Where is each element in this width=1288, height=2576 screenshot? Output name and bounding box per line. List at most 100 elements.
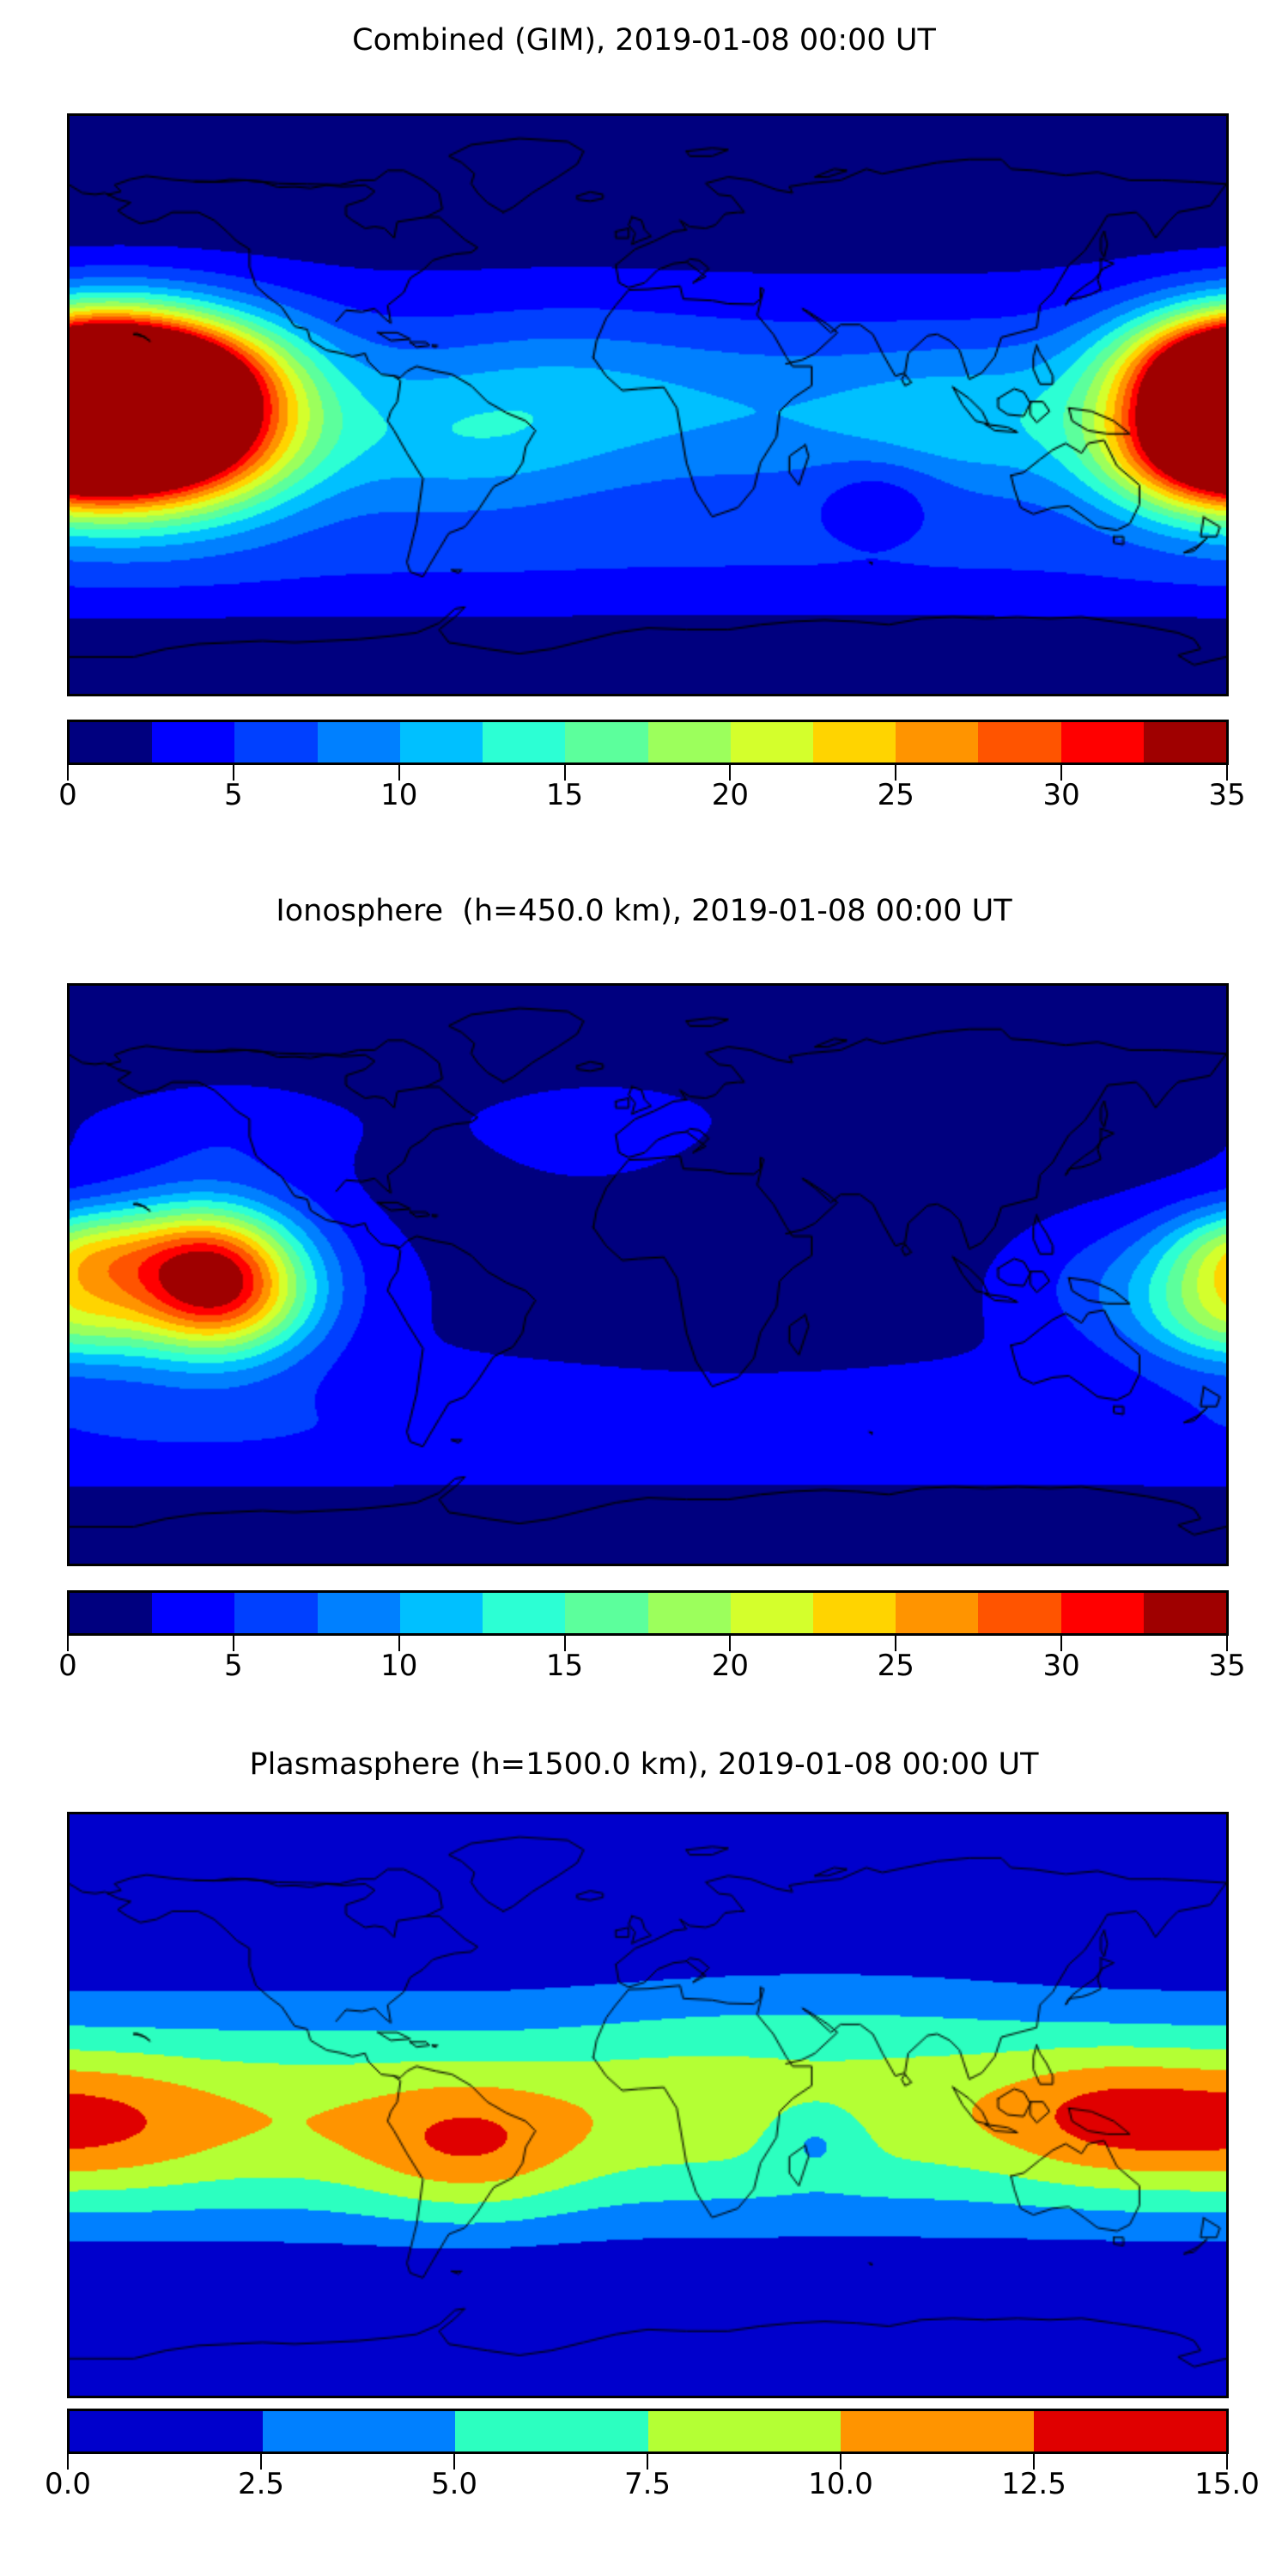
colorbar-tick-1 [260, 2454, 262, 2470]
colorbar-segment-6 [565, 1593, 648, 1633]
colorbar-tick-label-4: 20 [711, 1649, 750, 1683]
colorbar-tick-2 [398, 765, 400, 781]
colorbar-segment-13 [1143, 1593, 1227, 1633]
colorbar-gradient-combined-gim [67, 720, 1229, 765]
colorbar-tick-label-5: 12.5 [1001, 2467, 1066, 2501]
colorbar-segment-8 [730, 1593, 813, 1633]
colorbar-tick-6 [1060, 765, 1063, 781]
colorbar-segment-5 [483, 722, 566, 762]
colorbar-combined-gim: 0 5 10 15 20 25 30 35 [58, 720, 1246, 818]
colorbar-segment-1 [262, 2411, 455, 2451]
map-plasmasphere [67, 1812, 1229, 2398]
colorbar-segment-0 [70, 2411, 263, 2451]
colorbar-segment-3 [647, 2411, 841, 2451]
colorbar-tick-0 [67, 1636, 69, 1651]
colorbar-tick-label-4: 10.0 [808, 2467, 873, 2501]
colorbar-tick-1 [232, 1636, 234, 1651]
map-canvas-combined-gim [70, 116, 1226, 694]
colorbar-segment-9 [812, 1593, 896, 1633]
colorbar-tick-5 [895, 1636, 897, 1651]
colorbar-plasmasphere: 0.0 2.5 5.0 7.5 10.0 12.5 15.0 [45, 2409, 1260, 2507]
colorbar-labels-ionosphere: 0 5 10 15 20 25 30 35 [58, 1649, 1245, 1689]
colorbar-tick-3 [647, 2454, 648, 2470]
colorbar-tick-label-6: 30 [1042, 1649, 1080, 1683]
colorbar-segment-3 [317, 722, 400, 762]
colorbar-tick-4 [840, 2454, 841, 2470]
colorbar-tick-label-3: 7.5 [623, 2467, 671, 2501]
colorbar-tick-label-2: 10 [380, 778, 418, 812]
colorbar-tick-2 [453, 2454, 455, 2470]
colorbar-tick-label-6: 15.0 [1194, 2467, 1260, 2501]
panel-title-plasmasphere: Plasmasphere (h=1500.0 km), 2019-01-08 0… [249, 1747, 1039, 1782]
colorbar-tick-label-2: 10 [380, 1649, 418, 1683]
colorbar-segment-10 [896, 722, 979, 762]
colorbar-tick-label-0: 0 [58, 778, 77, 812]
colorbar-segment-5 [1033, 2411, 1226, 2451]
colorbar-tick-7 [1226, 765, 1228, 781]
colorbar-tick-4 [729, 765, 732, 781]
colorbar-segment-11 [978, 722, 1061, 762]
colorbar-tick-label-0: 0.0 [44, 2467, 92, 2501]
colorbar-segment-2 [234, 1593, 318, 1633]
colorbar-tick-label-7: 35 [1208, 778, 1246, 812]
colorbar-tick-6 [1226, 2454, 1228, 2470]
colorbar-tick-4 [729, 1636, 732, 1651]
colorbar-tick-5 [1033, 2454, 1035, 2470]
colorbar-segment-0 [70, 1593, 153, 1633]
colorbar-segment-6 [565, 722, 648, 762]
colorbar-ticks-combined-gim [67, 765, 1229, 781]
colorbar-segment-7 [647, 1593, 731, 1633]
map-ionosphere [67, 983, 1229, 1566]
colorbar-tick-3 [563, 765, 566, 781]
colorbar-ionosphere: 0 5 10 15 20 25 30 35 [58, 1590, 1246, 1689]
colorbar-segment-9 [812, 722, 896, 762]
colorbar-tick-5 [895, 765, 897, 781]
colorbar-segment-2 [455, 2411, 648, 2451]
colorbar-tick-6 [1060, 1636, 1063, 1651]
colorbar-tick-3 [563, 1636, 566, 1651]
colorbar-ticks-ionosphere [67, 1636, 1229, 1651]
colorbar-segment-11 [978, 1593, 1061, 1633]
colorbar-tick-label-3: 15 [545, 1649, 584, 1683]
colorbar-segment-5 [483, 1593, 566, 1633]
colorbar-tick-label-0: 0 [58, 1649, 77, 1683]
colorbar-tick-7 [1226, 1636, 1228, 1651]
colorbar-gradient-ionosphere [67, 1590, 1229, 1636]
colorbar-tick-1 [232, 765, 234, 781]
colorbar-segment-4 [399, 722, 483, 762]
colorbar-segment-1 [152, 722, 235, 762]
colorbar-tick-label-5: 25 [877, 778, 914, 812]
colorbar-segment-4 [841, 2411, 1034, 2451]
colorbar-gradient-plasmasphere [67, 2409, 1229, 2454]
colorbar-labels-plasmasphere: 0.0 2.5 5.0 7.5 10.0 12.5 15.0 [45, 2467, 1260, 2507]
colorbar-labels-combined-gim: 0 5 10 15 20 25 30 35 [58, 778, 1245, 818]
colorbar-segment-3 [317, 1593, 400, 1633]
colorbar-tick-label-4: 20 [711, 778, 750, 812]
colorbar-segment-1 [152, 1593, 235, 1633]
colorbar-tick-label-1: 2.5 [237, 2467, 285, 2501]
colorbar-tick-label-1: 5 [224, 1649, 243, 1683]
map-canvas-ionosphere [70, 986, 1226, 1564]
colorbar-tick-label-6: 30 [1042, 778, 1080, 812]
colorbar-tick-label-3: 15 [545, 778, 584, 812]
colorbar-tick-2 [398, 1636, 400, 1651]
colorbar-segment-8 [730, 722, 813, 762]
colorbar-ticks-plasmasphere [67, 2454, 1229, 2470]
colorbar-tick-label-1: 5 [224, 778, 243, 812]
colorbar-segment-0 [70, 722, 153, 762]
colorbar-tick-label-2: 5.0 [430, 2467, 478, 2501]
colorbar-segment-7 [647, 722, 731, 762]
colorbar-segment-2 [234, 722, 318, 762]
colorbar-segment-13 [1143, 722, 1227, 762]
colorbar-tick-label-7: 35 [1208, 1649, 1246, 1683]
map-canvas-plasmasphere [70, 1814, 1226, 2396]
colorbar-segment-4 [399, 1593, 483, 1633]
colorbar-segment-12 [1060, 1593, 1144, 1633]
panel-title-combined-gim: Combined (GIM), 2019-01-08 00:00 UT [352, 23, 936, 58]
colorbar-segment-10 [896, 1593, 979, 1633]
map-combined-gim [67, 113, 1229, 696]
colorbar-tick-0 [67, 2454, 69, 2470]
colorbar-tick-0 [67, 765, 69, 781]
panel-title-ionosphere: Ionosphere (h=450.0 km), 2019-01-08 00:0… [276, 894, 1012, 928]
colorbar-segment-12 [1060, 722, 1144, 762]
